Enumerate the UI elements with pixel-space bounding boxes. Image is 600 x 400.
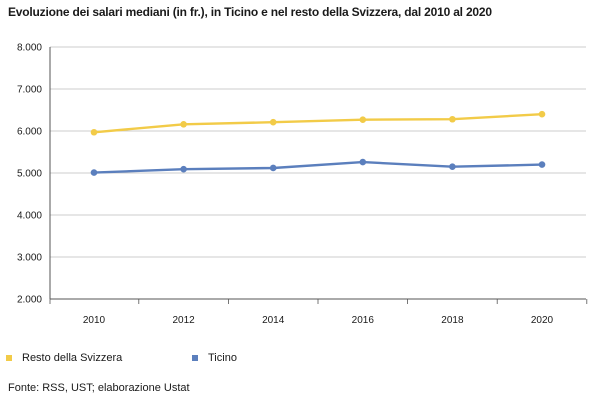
data-point-series-1-2012 bbox=[180, 165, 187, 173]
y-tick-label: 8.000 bbox=[17, 43, 42, 54]
data-point-series-1-2014 bbox=[269, 164, 277, 172]
source-note: Fonte: RSS, UST; elaborazione Ustat bbox=[8, 382, 190, 394]
data-point-series-0-2020 bbox=[538, 110, 546, 118]
y-tick-label: 5.000 bbox=[17, 169, 42, 180]
legend-item-ticino: Ticino bbox=[192, 352, 237, 364]
legend-label-resto-svizzera: Resto della Svizzera bbox=[22, 352, 123, 364]
legend-item-resto-svizzera: Resto della Svizzera bbox=[6, 352, 122, 364]
data-point-series-1-2016 bbox=[359, 158, 367, 166]
data-point-series-1-2020 bbox=[538, 161, 546, 168]
chart-title: Evoluzione dei salari mediani (in fr.), … bbox=[8, 5, 492, 19]
x-tick-label: 2016 bbox=[352, 315, 375, 326]
data-point-series-0-2016 bbox=[359, 116, 367, 123]
y-tick-label: 2.000 bbox=[17, 295, 42, 306]
data-point-series-0-2010 bbox=[90, 128, 98, 136]
x-tick-label: 2014 bbox=[262, 315, 285, 326]
data-point-series-1-2010 bbox=[90, 169, 98, 176]
y-tick-label: 7.000 bbox=[17, 85, 42, 96]
x-tick-label: 2020 bbox=[531, 315, 554, 326]
legend-swatch-ticino bbox=[192, 355, 198, 361]
legend-swatch-resto-svizzera bbox=[6, 355, 12, 361]
data-point-series-1-2018 bbox=[449, 163, 456, 170]
y-tick-label: 4.000 bbox=[17, 211, 42, 222]
data-point-series-0-2014 bbox=[269, 118, 277, 126]
y-tick-label: 6.000 bbox=[17, 127, 42, 138]
series-line-0 bbox=[92, 112, 544, 134]
x-tick-label: 2012 bbox=[172, 315, 195, 326]
x-tick-label: 2010 bbox=[83, 315, 106, 326]
chart-legend: Resto della Svizzera Ticino bbox=[6, 352, 586, 368]
series-line-1 bbox=[92, 160, 544, 174]
legend-label-ticino: Ticino bbox=[208, 352, 237, 364]
x-tick-label: 2018 bbox=[441, 315, 464, 326]
data-point-series-0-2012 bbox=[180, 120, 187, 128]
data-point-series-0-2018 bbox=[449, 115, 456, 123]
y-tick-label: 3.000 bbox=[17, 253, 42, 264]
